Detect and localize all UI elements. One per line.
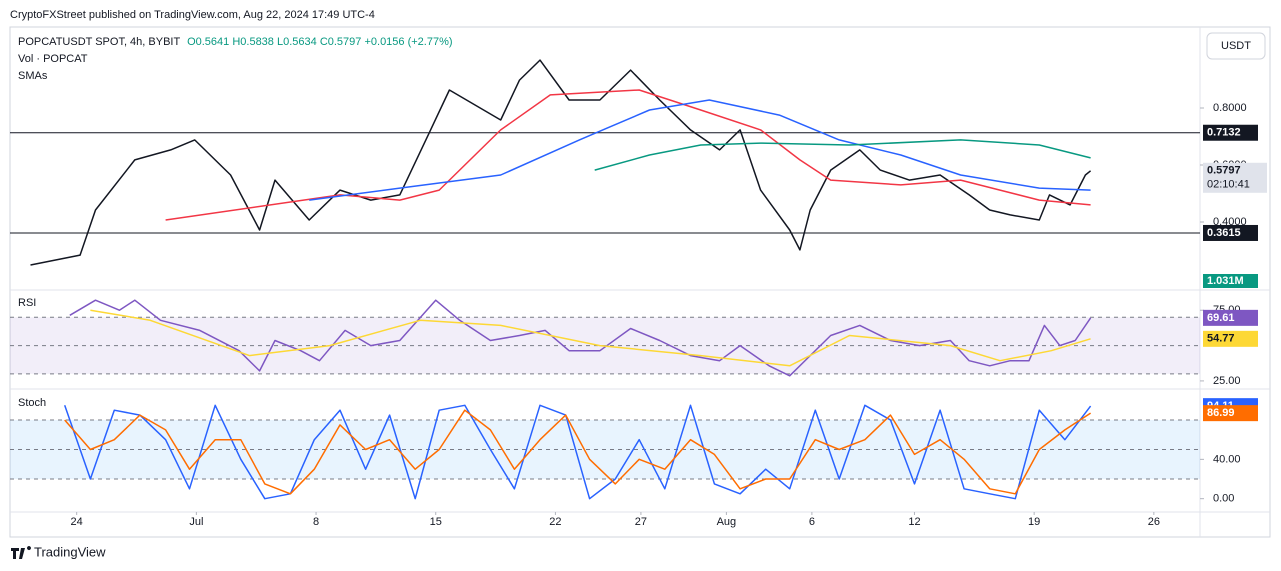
series-line	[165, 89, 1091, 221]
x-tick-label: 6	[809, 516, 815, 528]
series-line	[63, 404, 1092, 500]
series-line	[69, 299, 1092, 377]
ohlc-high: H0.5838	[232, 36, 274, 48]
logo	[11, 546, 31, 559]
x-tick-label: 27	[635, 516, 647, 528]
series-line	[30, 59, 1092, 266]
currency-button-label[interactable]: USDT	[1221, 40, 1251, 52]
y-tick-label: 0.00	[1213, 493, 1234, 505]
level-label: 0.7132	[1207, 127, 1241, 139]
price-label-box	[1203, 330, 1258, 347]
price-label: 0.5797	[1207, 165, 1241, 177]
volume-legend: Vol · POPCAT	[18, 53, 88, 65]
x-tick-label: Jul	[189, 516, 203, 528]
countdown: 02:10:41	[1207, 179, 1250, 191]
currency-button[interactable]	[1206, 32, 1266, 60]
price-label: 54.77	[1207, 333, 1235, 345]
x-tick-label: 26	[1148, 516, 1160, 528]
y-tick-label: 0.4000	[1213, 216, 1247, 228]
ohlc-low: L0.5634	[277, 36, 317, 48]
series-line	[594, 139, 1091, 171]
x-tick-label: 22	[549, 516, 561, 528]
change: +0.0156 (+2.77%)	[364, 36, 452, 48]
symbol: POPCATUSDT SPOT, 4h, BYBIT	[18, 36, 180, 48]
ohlc-close: C0.5797	[320, 36, 362, 48]
y-tick-label: 0.8000	[1213, 102, 1247, 114]
ohlc-open: O0.5641	[187, 36, 229, 48]
price-label: 69.61	[1207, 312, 1235, 324]
indicator-legend: SMAs	[18, 70, 48, 82]
y-tick-label: 25.00	[1213, 375, 1241, 387]
pane-title: Stoch	[18, 397, 46, 409]
series-line	[90, 309, 1091, 367]
x-tick-label: Aug	[717, 516, 737, 528]
legend-row: POPCATUSDT SPOT, 4h, BYBIT O0.5641 H0.58…	[18, 36, 453, 48]
series-line	[64, 409, 1092, 495]
price-label-box	[1203, 309, 1258, 326]
volume-label: 1.031M	[1207, 275, 1244, 287]
series-line	[309, 99, 1091, 201]
price-label: 86.99	[1207, 407, 1235, 419]
price-label-box	[1203, 162, 1267, 193]
level-label: 0.3615	[1207, 227, 1241, 239]
price-label-box	[1203, 405, 1258, 422]
x-tick-label: 8	[313, 516, 319, 528]
publisher: CryptoFXStreet published on TradingView.…	[10, 9, 375, 21]
brand: TradingView	[34, 544, 106, 559]
level-label-box	[1203, 224, 1258, 241]
volume-label-box	[1203, 274, 1258, 288]
pane-title: RSI	[18, 297, 36, 309]
chart-frame	[9, 26, 1271, 538]
x-tick-label: 15	[430, 516, 442, 528]
x-tick-label: 12	[908, 516, 920, 528]
y-tick-label: 40.00	[1213, 453, 1241, 465]
x-tick-label: 19	[1028, 516, 1040, 528]
level-label-box	[1203, 124, 1258, 141]
x-tick-label: 24	[71, 516, 83, 528]
